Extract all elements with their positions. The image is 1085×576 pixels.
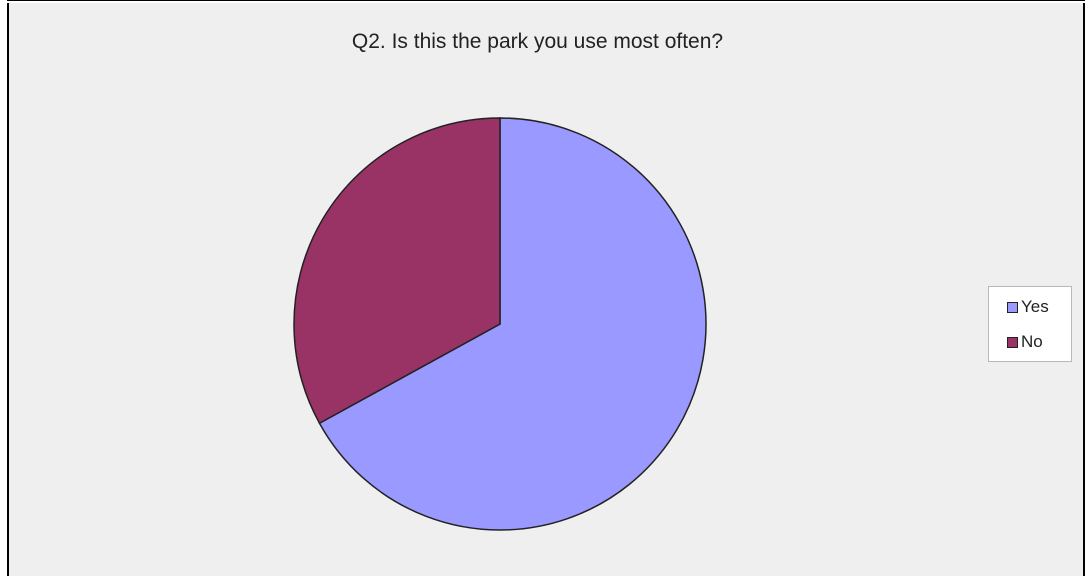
pie-slice-yes [318,117,707,531]
legend-label-no: No [1021,332,1043,351]
top-edge [0,0,1085,3]
pie-slices [293,117,707,531]
legend-label-yes: Yes [1021,297,1049,316]
pie-slice-no [293,117,501,425]
legend-swatch-no [1007,336,1018,348]
legend-item-yes: Yes [1007,296,1049,318]
legend-item-no: No [1007,331,1043,353]
top-border [7,0,1085,1]
chart-legend: Yes No [988,286,1072,362]
legend-swatch-yes [1007,301,1018,313]
chart-title: Q2. Is this the park you use most often? [351,30,724,53]
